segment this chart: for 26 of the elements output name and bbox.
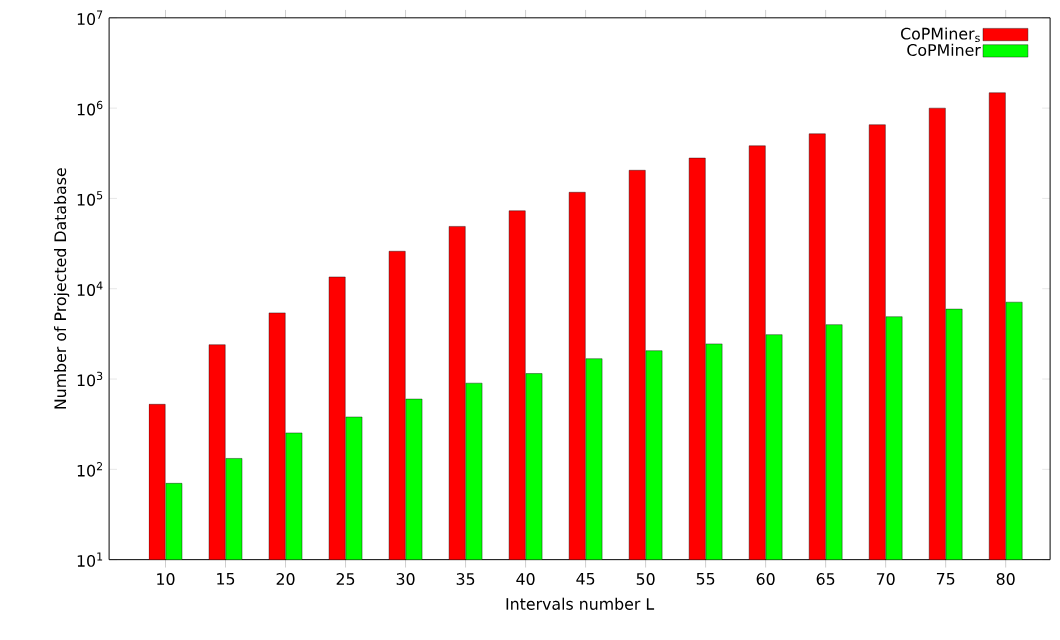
x-tick-label: 10	[157, 573, 175, 585]
y-tick-label: 10$^{2}$	[77, 462, 103, 477]
x-tick-label: 40	[516, 573, 535, 585]
x-tick-label: 70	[876, 573, 895, 585]
y-tick-label: 10$^{6}$	[77, 100, 103, 116]
y-axis-title: Number of Projected Database	[53, 168, 70, 409]
x-tick-label: 35	[456, 573, 475, 585]
x-tick-label: 75	[936, 573, 955, 585]
legend-label: CoPMiner	[907, 43, 981, 56]
x-tick-label: 15	[217, 573, 235, 585]
y-tick-label: 10$^{7}$	[77, 10, 103, 26]
x-tick-label: 55	[696, 573, 715, 585]
y-tick-label: 10$^{5}$	[77, 191, 103, 206]
x-axis-title: Intervals number L	[506, 597, 655, 610]
y-tick-label: 10$^{3}$	[77, 371, 103, 387]
x-tick-label: 80	[996, 573, 1015, 585]
x-tick-label: 65	[816, 573, 835, 585]
y-tick-label: 10$^{4}$	[77, 281, 103, 297]
y-tick-label: 10$^{1}$	[77, 552, 103, 567]
legend-label: CoPMiner$_{s}$	[901, 27, 980, 43]
x-tick-label: 30	[396, 573, 415, 585]
x-tick-label: 50	[636, 573, 655, 585]
x-tick-label: 60	[756, 573, 775, 585]
x-tick-label: 20	[276, 573, 295, 585]
x-tick-label: 45	[576, 573, 595, 585]
x-tick-label: 25	[336, 573, 355, 585]
